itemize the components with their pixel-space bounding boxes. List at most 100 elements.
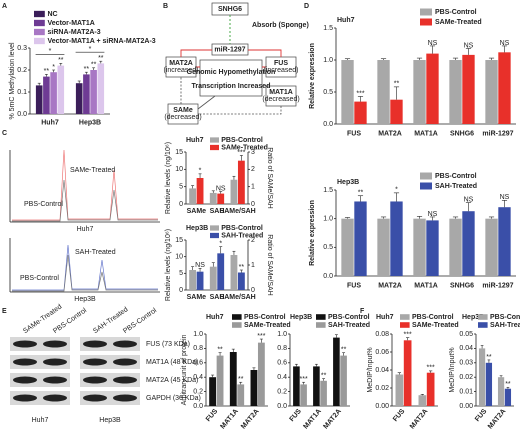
significance: NS bbox=[428, 211, 438, 218]
legend-swatch bbox=[232, 314, 242, 320]
x-tick-label: FUS bbox=[347, 282, 361, 289]
node-box bbox=[199, 59, 263, 97]
bar bbox=[209, 377, 217, 406]
y-tick-label: 0.6 bbox=[277, 360, 287, 367]
significance: ** bbox=[98, 55, 104, 62]
bar bbox=[250, 370, 258, 406]
diagram-shapes bbox=[165, 2, 297, 125]
bar bbox=[426, 372, 435, 406]
x-tick-label: Hep3B bbox=[79, 119, 101, 126]
legend-label: PBS-Control bbox=[244, 314, 286, 321]
y-tick-label: 0.02 bbox=[459, 374, 473, 381]
chart-title: Hep3B bbox=[290, 314, 312, 321]
edge bbox=[198, 106, 282, 115]
bar bbox=[354, 101, 367, 124]
legend-label: PBS-Control bbox=[221, 225, 263, 232]
bar bbox=[189, 270, 197, 290]
blot bbox=[10, 337, 140, 405]
legend-swatch bbox=[478, 314, 488, 320]
panel-letter: A bbox=[2, 3, 7, 10]
significance: NS bbox=[428, 40, 438, 47]
y-tick-label: 0.08 bbox=[375, 331, 389, 338]
protein-label: MAT1A (48 KDa) bbox=[146, 359, 198, 366]
bar bbox=[413, 218, 426, 276]
bracket-label: * bbox=[49, 48, 52, 55]
bar bbox=[449, 218, 462, 276]
chart-title: Hep3B bbox=[186, 225, 208, 232]
legend-swatch bbox=[34, 10, 45, 18]
legend-label: SAH-Treated bbox=[435, 183, 477, 190]
legend-swatch bbox=[316, 322, 326, 328]
bar bbox=[229, 352, 237, 406]
y2-tick-label: 2 bbox=[251, 166, 255, 173]
x-tick-label: MAT2A bbox=[240, 408, 261, 431]
significance: * bbox=[395, 187, 398, 194]
significance: ** bbox=[91, 62, 97, 69]
significance: NS bbox=[195, 262, 205, 269]
bar bbox=[217, 193, 225, 204]
significance: ** bbox=[238, 376, 244, 383]
legend-label: SAMe-Treated bbox=[221, 144, 268, 151]
x-tick-label: FUS bbox=[289, 408, 304, 423]
significance: ** bbox=[321, 372, 327, 379]
legend-swatch bbox=[400, 322, 410, 328]
significance: *** bbox=[356, 90, 364, 97]
legend-label: siRNA-MAT2A-3 bbox=[48, 29, 101, 36]
bar bbox=[426, 53, 439, 124]
x-tick-label: FUS bbox=[347, 130, 361, 137]
blot-band bbox=[113, 340, 137, 348]
blot-band bbox=[83, 376, 107, 384]
y-tick-label: 0.06 bbox=[375, 349, 389, 356]
significance: *** bbox=[237, 149, 245, 156]
y-tick-label: 0.04 bbox=[375, 367, 389, 374]
x-tick-label: MAT2A bbox=[378, 282, 402, 289]
legend-label: PBS-Control bbox=[435, 173, 477, 180]
node-note: (decreased) bbox=[262, 96, 299, 103]
legend-label: NC bbox=[48, 11, 58, 18]
bar bbox=[485, 218, 498, 276]
y-tick-label: 0.02 bbox=[375, 385, 389, 392]
x-tick-label: MAT2A bbox=[378, 130, 402, 137]
bar bbox=[340, 355, 347, 406]
legend-label: SAH-Treated bbox=[490, 322, 520, 329]
bar bbox=[90, 70, 97, 114]
legend-swatch bbox=[210, 137, 219, 143]
bar bbox=[333, 337, 340, 406]
y-tick-label: 0.0 bbox=[17, 111, 27, 118]
significance: NS bbox=[500, 40, 510, 47]
bar bbox=[395, 374, 404, 406]
bar bbox=[50, 72, 57, 114]
y-tick-label: 0.4 bbox=[193, 374, 203, 381]
bar bbox=[217, 253, 225, 290]
x-tick-label: Huh7 bbox=[41, 119, 59, 126]
significance: ** bbox=[358, 190, 364, 197]
y-tick-label: 0.4 bbox=[277, 374, 287, 381]
node-label: FUS bbox=[274, 60, 288, 67]
significance: ** bbox=[44, 68, 50, 75]
bar bbox=[230, 255, 238, 290]
y-tick-label: 0.8 bbox=[193, 345, 203, 352]
x-tick-label: SNHG6 bbox=[450, 130, 474, 137]
chart-title: Huh7 bbox=[376, 314, 394, 321]
bar bbox=[377, 218, 390, 276]
x-tick-label: MAT1A bbox=[414, 130, 438, 137]
y2-tick-label: 0 bbox=[251, 287, 255, 294]
panel-letter: B bbox=[163, 3, 168, 10]
bar bbox=[320, 380, 327, 406]
significance: NS bbox=[464, 196, 474, 203]
edge bbox=[197, 95, 216, 110]
blot-band bbox=[43, 358, 67, 366]
x-tick-label: FUS bbox=[392, 408, 407, 423]
legend-swatch bbox=[316, 314, 326, 320]
legend-swatch bbox=[400, 314, 410, 320]
y-tick-label: 0.8 bbox=[277, 345, 287, 352]
y-tick-label: 0.01 bbox=[459, 388, 473, 395]
bar bbox=[97, 63, 105, 114]
y-axis-label: Arbitrary unit of protein bbox=[181, 334, 188, 405]
x-tick-label: MAT1A bbox=[302, 408, 323, 431]
significance: * bbox=[219, 241, 222, 248]
y-tick-label: 10 bbox=[175, 254, 183, 261]
legend-label: PBS-Control bbox=[328, 314, 370, 321]
trace bbox=[12, 254, 158, 292]
